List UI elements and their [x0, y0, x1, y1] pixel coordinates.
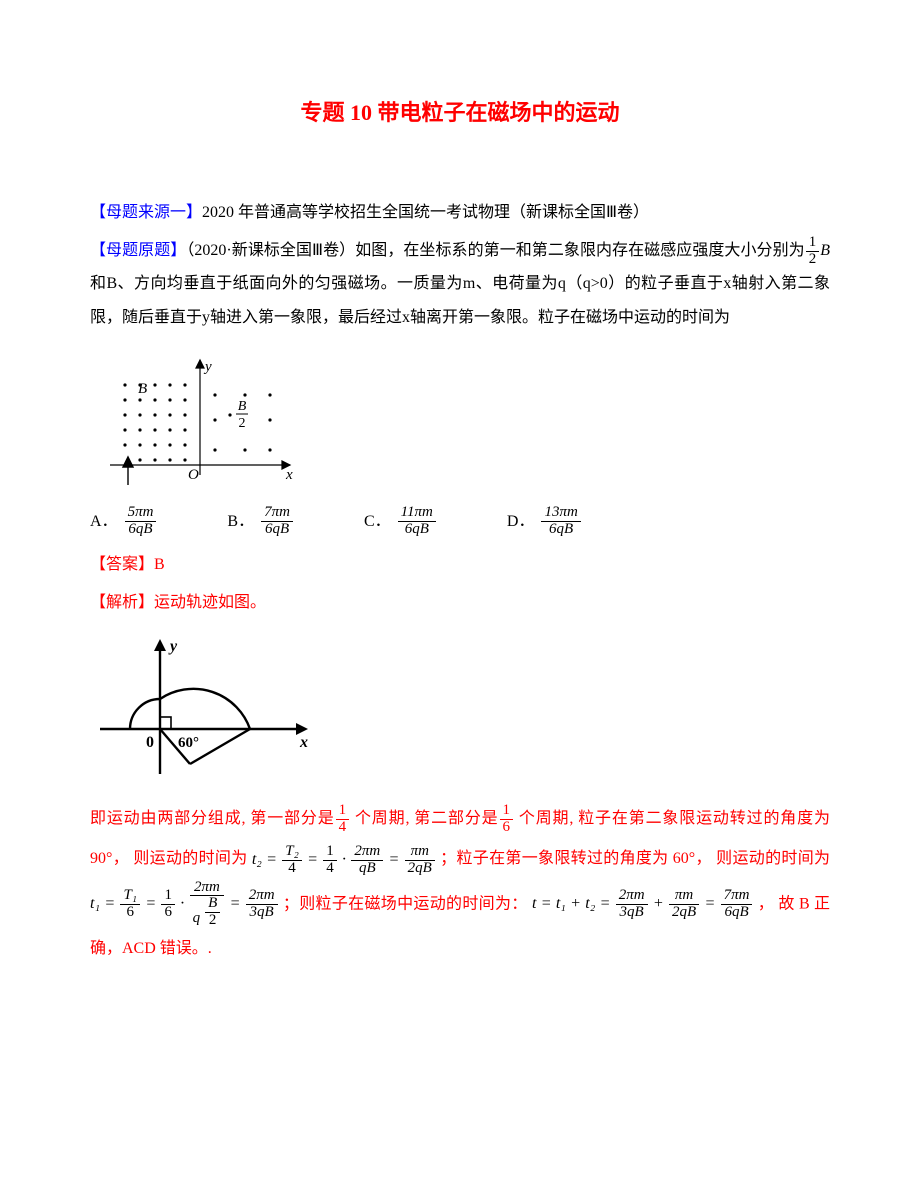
doc-title: 专题 10 带电粒子在磁场中的运动 — [90, 90, 830, 136]
solution-intro: 运动轨迹如图。 — [154, 594, 266, 611]
svg-text:B: B — [238, 399, 247, 414]
fig2-origin: 0 — [146, 734, 154, 751]
title-prefix: 专题 10 — [300, 100, 372, 125]
option-A: A．5πm6qB — [90, 505, 157, 539]
answer-value: B — [154, 556, 165, 573]
figure-2: y x 0 60° — [90, 629, 830, 789]
figure-1: B y x O B 2 — [90, 345, 830, 495]
option-D: D．13πm6qB — [507, 505, 582, 539]
answer-line: 【答案】B — [90, 548, 830, 582]
source-text: 2020 年普通高等学校招生全国统一考试物理（新课标全国Ⅲ卷） — [202, 204, 649, 221]
fig1-O: O — [188, 467, 199, 483]
t1-equation: t₁ = T₁6 = 16 · 2πmqB2 = 2πm3qB — [90, 895, 283, 912]
origin-label: 【母题原题】 — [90, 242, 186, 259]
origin-ref: （2020·新课标全国Ⅲ卷） — [186, 242, 355, 259]
problem-text-1: 如图，在坐标系的第一和第二象限内存在磁感应强度大小分别为 — [355, 242, 804, 259]
fig1-B-label: B — [138, 381, 147, 397]
solution-label: 【解析】 — [90, 594, 154, 611]
problem-text-2: 方向均垂直于纸面向外的匀强磁场。一质量为m、电荷量为q（q>0）的粒子垂直于x轴… — [90, 275, 830, 326]
sixth-frac: 16 — [500, 803, 514, 836]
fig2-angle: 60° — [178, 735, 199, 751]
sol-p1-e: ；则粒子在磁场中运动的时间为： — [283, 895, 528, 912]
half-frac: 12 — [806, 235, 820, 268]
answer-label: 【答案】 — [90, 556, 154, 573]
fig1-Bhalf: B 2 — [236, 399, 248, 431]
complex-frac: 2πmqB2 — [190, 880, 225, 929]
sol-p1-d: ；粒子在第一象限转过的角度为 60°， 则运动的时间为 — [440, 850, 830, 867]
trajectory-svg: y x 0 60° — [90, 629, 320, 789]
sol-p1-b: 个周期, 第二部分是 — [350, 810, 498, 827]
t-sum-equation: t = t₁ + t₂ = 2πm3qB + πm2qB = 7πm6qB — [532, 895, 758, 912]
option-B: B．7πm6qB — [227, 505, 294, 539]
solution-paragraph: 即运动由两部分组成, 第一部分是14 个周期, 第二部分是16 个周期, 粒子在… — [90, 799, 830, 969]
svg-text:2: 2 — [239, 416, 246, 431]
source-label: 【母题来源一】 — [90, 204, 202, 221]
B-symbol: B — [820, 242, 830, 259]
solution-intro-line: 【解析】运动轨迹如图。 — [90, 586, 830, 620]
t2-equation: t₂ = T₂4 = 14 · 2πmqB = πm2qB — [252, 851, 440, 868]
fig1-arrow-icon — [123, 457, 133, 485]
title-main: 带电粒子在磁场中的运动 — [378, 100, 620, 125]
fig1-xlabel: x — [285, 467, 293, 483]
option-C: C．11πm6qB — [364, 505, 437, 539]
quarter-frac: 14 — [336, 803, 350, 836]
coord-figure-svg: B y x O B 2 — [90, 345, 310, 495]
sol-p1-a: 即运动由两部分组成, 第一部分是 — [90, 810, 335, 827]
source-line: 【母题来源一】2020 年普通高等学校招生全国统一考试物理（新课标全国Ⅲ卷） — [90, 196, 830, 230]
and-word: 和B、 — [90, 275, 134, 292]
problem-paragraph: 【母题原题】（2020·新课标全国Ⅲ卷）如图，在坐标系的第一和第二象限内存在磁感… — [90, 234, 830, 335]
options-row: A．5πm6qB B．7πm6qB C．11πm6qB D．13πm6qB — [90, 505, 830, 539]
fig2-xlabel: x — [299, 734, 308, 751]
fig1-ylabel: y — [203, 359, 212, 375]
fig2-ylabel: y — [168, 638, 178, 655]
